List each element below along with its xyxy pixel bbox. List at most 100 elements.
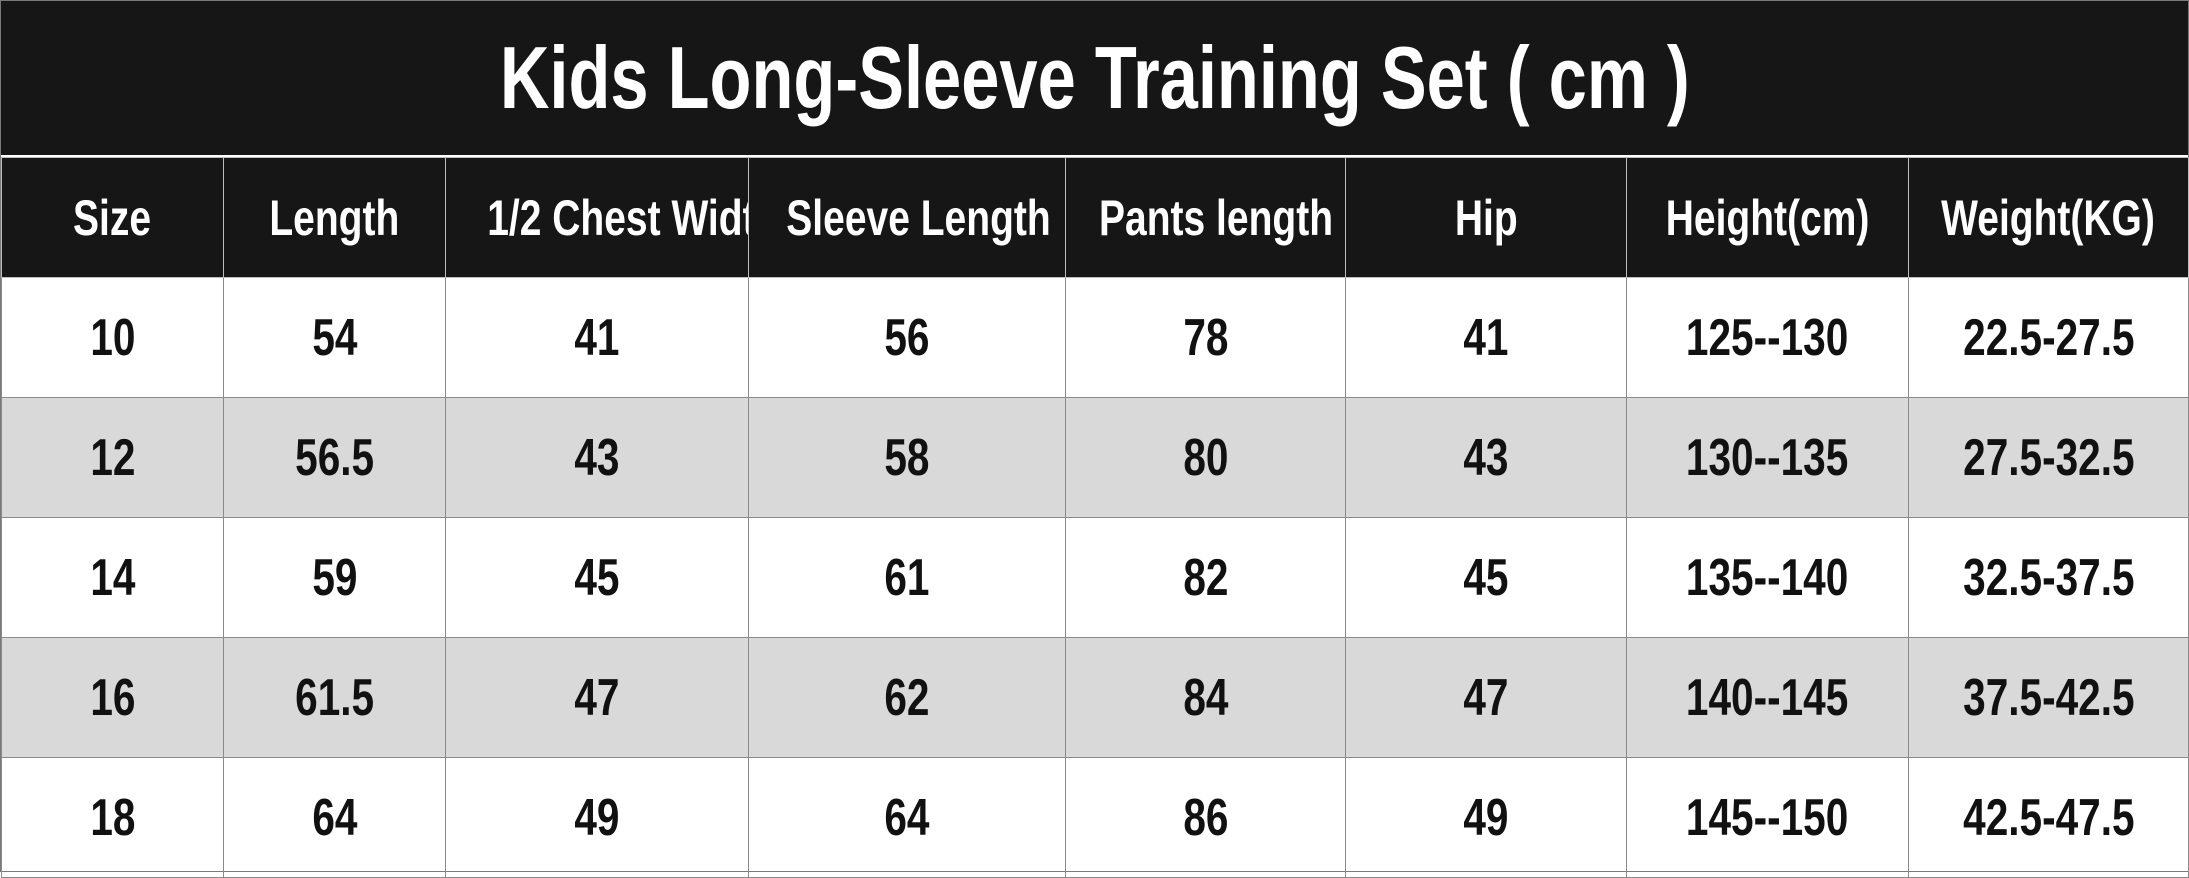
cell-value: 125--130 [1686, 308, 1849, 367]
table-cell: 18 [1, 757, 224, 878]
table-cell: 10 [1, 277, 224, 398]
cell-value: 82 [1182, 548, 1229, 607]
cell-value: 45 [1463, 548, 1509, 607]
table-cell: 140--145 [1626, 637, 1909, 758]
table-cell: 47 [1345, 637, 1627, 758]
cell-value: 140--145 [1686, 668, 1849, 727]
column-header-text: Hip [1454, 189, 1518, 246]
table-cell: 42.5-47.5 [1908, 757, 2189, 878]
cell-value: 16 [89, 668, 136, 727]
cell-value: 43 [1463, 428, 1509, 487]
cell-value: 84 [1182, 668, 1229, 727]
column-header: 1/2 Chest Width [445, 157, 749, 278]
table-cell: 12 [1, 397, 224, 518]
table-cell: 16 [1, 637, 224, 758]
table-cell: 84 [1065, 637, 1346, 758]
column-header: Hip [1345, 157, 1627, 278]
cell-value: 61 [884, 548, 930, 607]
size-table: Size Length 1/2 Chest Width Sleeve Length Pa… [1, 157, 2189, 878]
table-cell: 80 [1065, 397, 1346, 518]
column-header-text: Size [73, 189, 152, 246]
table-cell: 43 [1345, 397, 1627, 518]
cell-value: 135--140 [1686, 548, 1849, 607]
table-cell: 130--135 [1626, 397, 1909, 518]
cell-value: 27.5-32.5 [1962, 428, 2135, 487]
table-cell: 78 [1065, 277, 1346, 398]
chart-title-text: Kids Long-Sleeve Training Set ( cm ) [499, 28, 1690, 127]
column-header-text: Length [269, 189, 400, 246]
table-cell: 59 [223, 517, 446, 638]
cell-value: 130--135 [1686, 428, 1849, 487]
table-row: 14 59 45 61 82 45 135--140 32.5-37.5 [1, 517, 2189, 638]
table-cell: 125--130 [1626, 277, 1909, 398]
cell-value: 56 [884, 308, 930, 367]
cell-value: 86 [1182, 788, 1229, 847]
cell-value: 64 [311, 788, 358, 847]
cell-value: 58 [884, 428, 930, 487]
cell-value: 64 [884, 788, 930, 847]
cell-value: 18 [89, 788, 136, 847]
table-cell: 61.5 [223, 637, 446, 758]
column-header-text: 1/2 Chest Width [487, 189, 747, 246]
table-cell: 62 [748, 637, 1066, 758]
table-cell: 86 [1065, 757, 1346, 878]
cell-value: 14 [89, 548, 136, 607]
column-header-text: Pants length [1099, 189, 1334, 246]
cell-value: 62 [884, 668, 930, 727]
cell-value: 45 [574, 548, 620, 607]
table-cell: 37.5-42.5 [1908, 637, 2189, 758]
table-cell: 43 [445, 397, 749, 518]
table-cell: 32.5-37.5 [1908, 517, 2189, 638]
table-cell: 56.5 [223, 397, 446, 518]
table-row: 16 61.5 47 62 84 47 140--145 37.5-42.5 [1, 637, 2189, 758]
column-header: Size [1, 157, 224, 278]
cell-value: 59 [311, 548, 358, 607]
cell-value: 47 [574, 668, 620, 727]
cell-value: 43 [574, 428, 620, 487]
cell-value: 41 [1463, 308, 1509, 367]
cell-value: 49 [1463, 788, 1509, 847]
column-header: Sleeve Length [748, 157, 1066, 278]
table-cell: 61 [748, 517, 1066, 638]
cell-value: 22.5-27.5 [1962, 308, 2135, 367]
cell-value: 49 [574, 788, 620, 847]
cell-value: 61.5 [295, 668, 374, 727]
table-cell: 64 [223, 757, 446, 878]
column-header-text: Weight(KG) [1941, 189, 2156, 246]
header-row: Size Length 1/2 Chest Width Sleeve Length Pa… [1, 157, 2189, 278]
cell-value: 42.5-47.5 [1962, 788, 2135, 847]
cell-value: 32.5-37.5 [1962, 548, 2135, 607]
table-row: 10 54 41 56 78 41 125--130 22.5-27.5 [1, 277, 2189, 398]
cell-value: 37.5-42.5 [1962, 668, 2135, 727]
cell-value: 54 [311, 308, 358, 367]
column-header: Height(cm) [1626, 157, 1909, 278]
table-cell: 64 [748, 757, 1066, 878]
table-row: 18 64 49 64 86 49 145--150 42.5-47.5 [1, 757, 2189, 878]
column-header-text: Sleeve Length [786, 189, 1051, 246]
cell-value: 145--150 [1686, 788, 1849, 847]
table-cell: 58 [748, 397, 1066, 518]
column-header: Length [223, 157, 446, 278]
cell-value: 41 [574, 308, 620, 367]
column-header: Weight(KG) [1908, 157, 2189, 278]
cell-value: 80 [1182, 428, 1229, 487]
cell-value: 56.5 [295, 428, 374, 487]
cell-value: 47 [1463, 668, 1509, 727]
table-cell: 45 [445, 517, 749, 638]
table-cell: 47 [445, 637, 749, 758]
table-cell: 41 [1345, 277, 1627, 398]
table-cell: 54 [223, 277, 446, 398]
table-cell: 82 [1065, 517, 1346, 638]
table-cell: 41 [445, 277, 749, 398]
cell-value: 10 [89, 308, 136, 367]
table-cell: 22.5-27.5 [1908, 277, 2189, 398]
table-cell: 27.5-32.5 [1908, 397, 2189, 518]
table-cell: 56 [748, 277, 1066, 398]
table-cell: 145--150 [1626, 757, 1909, 878]
table-cell: 49 [1345, 757, 1627, 878]
table-cell: 45 [1345, 517, 1627, 638]
column-header: Pants length [1065, 157, 1346, 278]
table-cell: 49 [445, 757, 749, 878]
cell-value: 12 [89, 428, 136, 487]
